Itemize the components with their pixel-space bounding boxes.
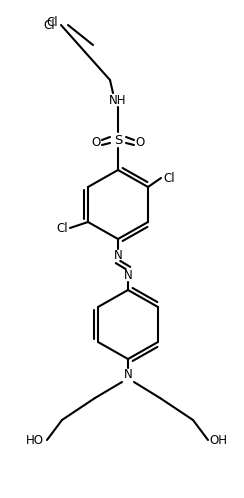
Text: Cl: Cl xyxy=(56,222,68,235)
Text: Cl: Cl xyxy=(43,18,55,31)
Text: O: O xyxy=(135,135,145,148)
Text: N: N xyxy=(114,249,122,261)
Text: S: S xyxy=(114,133,122,146)
Text: N: N xyxy=(124,268,132,281)
Text: NH: NH xyxy=(109,94,127,107)
Text: Cl: Cl xyxy=(46,15,58,28)
Text: O: O xyxy=(91,135,101,148)
Text: Cl: Cl xyxy=(163,171,175,184)
Text: OH: OH xyxy=(209,433,227,447)
Text: HO: HO xyxy=(26,433,44,447)
Text: N: N xyxy=(124,369,132,381)
